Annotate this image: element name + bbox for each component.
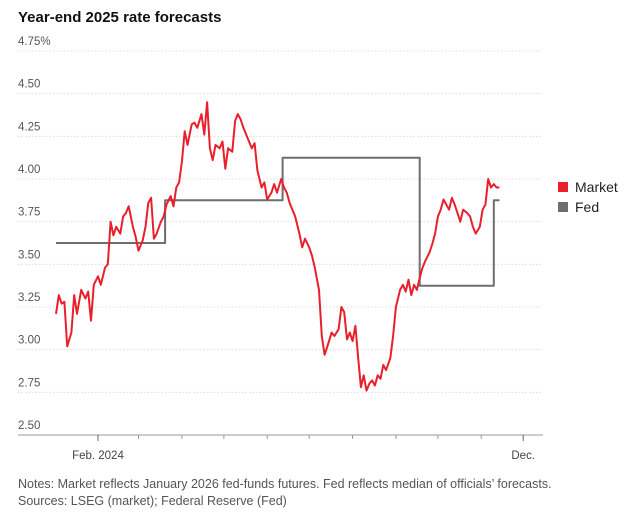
legend-label-market: Market — [575, 179, 618, 195]
y-tick-label: 2.50 — [18, 420, 40, 432]
series-line-fed — [56, 156, 500, 287]
y-tick-label: 3.75 — [18, 207, 40, 219]
x-tick-label: Feb. 2024 — [72, 450, 124, 462]
y-tick-label: 4.50 — [18, 79, 40, 91]
legend-swatch-market — [558, 182, 568, 192]
legend-swatch-fed — [558, 202, 568, 212]
series-line-market — [55, 101, 500, 392]
y-axis-labels: 4.75% 4.50 4.25 4.00 3.75 3.50 3.25 3.00 2.75 2.5… — [18, 36, 51, 432]
y-tick-label: 3.25 — [18, 292, 40, 304]
sources-text: Sources: LSEG (market); Federal Reserve … — [18, 494, 287, 508]
y-tick-label: 2.75 — [18, 377, 40, 389]
x-tick-label: Dec. — [511, 450, 535, 462]
y-tick-label: 4.75% — [18, 36, 51, 48]
chart-title: Year-end 2025 rate forecasts — [18, 9, 222, 26]
x-axis: Feb. 2024 Dec. — [72, 435, 535, 462]
line-chart: 4.75% 4.50 4.25 4.00 3.75 3.50 3.25 3.00 2.75 2.5… — [18, 36, 618, 462]
legend-label-fed: Fed — [575, 199, 599, 215]
y-tick-label: 3.00 — [18, 335, 40, 347]
y-tick-label: 3.50 — [18, 249, 40, 261]
y-tick-label: 4.00 — [18, 164, 40, 176]
notes-text: Notes: Market reflects January 2026 fed-… — [18, 477, 552, 491]
series-lines — [55, 101, 500, 392]
y-tick-label: 4.25 — [18, 121, 40, 133]
legend: Market Fed — [558, 179, 618, 215]
notes: Notes: Market reflects January 2026 fed-… — [18, 476, 552, 510]
